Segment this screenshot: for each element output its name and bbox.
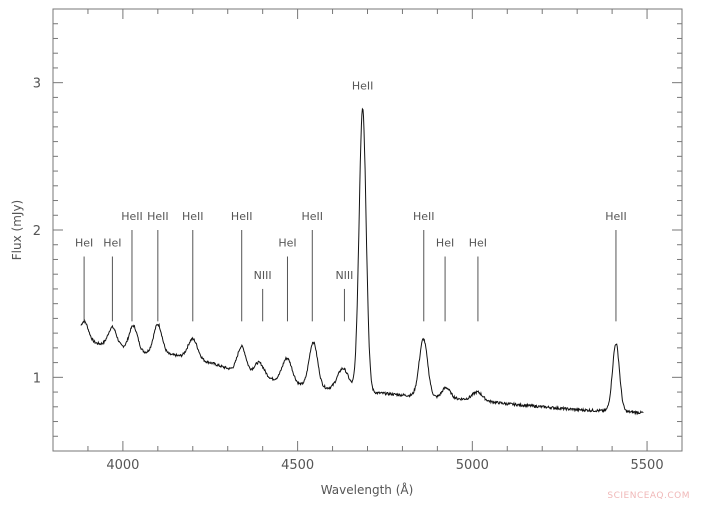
line-marker-label: NIII <box>254 269 272 282</box>
y-tick-label: 3 <box>33 77 41 92</box>
line-marker: HeI <box>75 237 93 322</box>
x-tick-label: 5000 <box>456 458 489 473</box>
x-tick-label: 4500 <box>281 458 314 473</box>
x-tick-label: 5500 <box>631 458 664 473</box>
y-axis-label: Flux (mJy) <box>10 200 24 260</box>
plot-frame <box>52 8 683 452</box>
line-marker-label: HeII <box>413 210 435 223</box>
line-marker-label: NIII <box>335 269 353 282</box>
line-marker-label: HeII <box>231 210 253 223</box>
y-tick-label: 1 <box>33 371 41 386</box>
line-marker: HeII <box>352 79 374 92</box>
y-tick-label: 2 <box>33 224 41 239</box>
line-marker: HeI <box>469 237 487 322</box>
line-marker-label: HeII <box>121 210 143 223</box>
line-marker: HeII <box>182 210 204 322</box>
line-marker-label: HeII <box>352 79 374 92</box>
line-marker-label: HeI <box>278 237 296 250</box>
line-marker: NIII <box>254 269 272 322</box>
line-marker: HeII <box>147 210 169 322</box>
line-marker-label: HeI <box>469 237 487 250</box>
x-axis-label: Wavelength (Å) <box>321 482 414 497</box>
line-marker-label: HeII <box>605 210 627 223</box>
axis-ticks <box>52 8 683 452</box>
x-tick-label: 4000 <box>106 458 139 473</box>
tick-labels: 4000 4500 5000 5500 1 2 3 <box>33 77 664 473</box>
line-marker: HeI <box>436 237 454 322</box>
line-marker: HeII <box>413 210 435 322</box>
line-marker: HeII <box>121 210 143 322</box>
line-marker: HeI <box>278 237 297 322</box>
line-marker-label: HeI <box>103 237 121 250</box>
line-marker: HeII <box>302 210 324 322</box>
line-marker: HeI <box>103 237 122 322</box>
line-marker-label: HeII <box>147 210 169 223</box>
line-marker-label: HeII <box>302 210 324 223</box>
line-marker-label: HeII <box>182 210 204 223</box>
line-marker: HeII <box>231 210 253 322</box>
line-marker: HeII <box>605 210 627 322</box>
line-markers: HeI HeI HeII HeII HeII HeII NIII HeI HeII NIII HeI… <box>75 79 627 322</box>
spectrum-line <box>80 107 644 416</box>
line-marker: NIII <box>335 269 353 322</box>
line-marker-label: HeI <box>436 237 454 250</box>
watermark-text: SCIENCEAQ.COM <box>607 491 690 501</box>
line-marker-label: HeI <box>75 237 93 250</box>
